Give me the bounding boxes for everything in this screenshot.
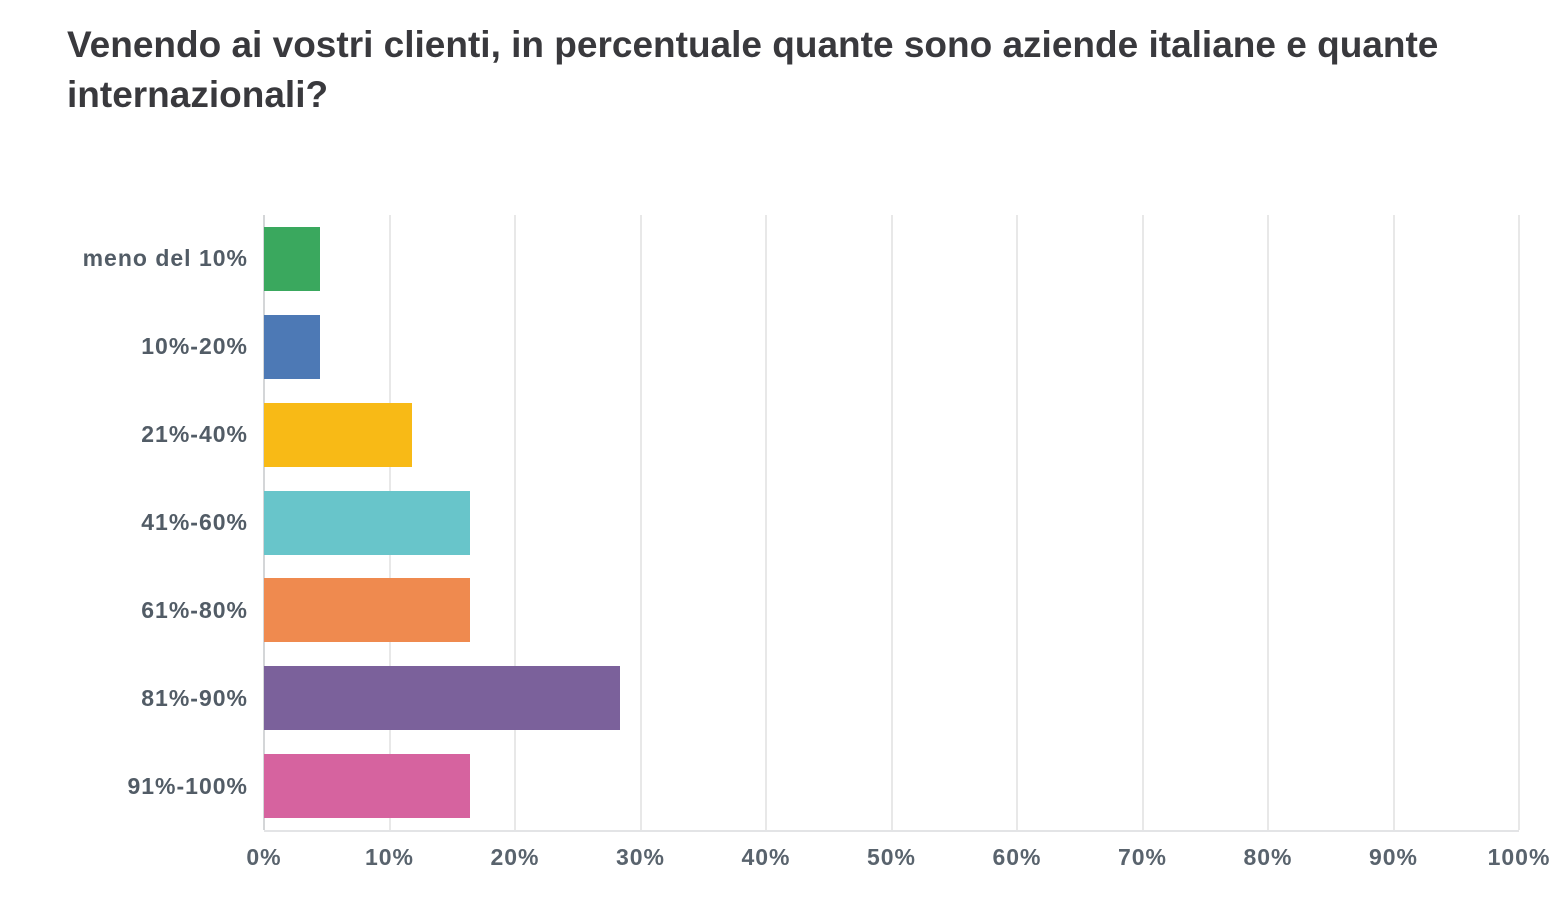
x-tick-label: 80% bbox=[1243, 844, 1293, 870]
gridline bbox=[1267, 215, 1269, 830]
gridline bbox=[514, 215, 516, 830]
gridline bbox=[1392, 215, 1395, 830]
category-label: 41%-60% bbox=[141, 508, 248, 535]
x-tick-label: 10% bbox=[364, 844, 415, 870]
x-tick-label: 50% bbox=[866, 844, 917, 870]
bar bbox=[264, 754, 470, 819]
bar bbox=[264, 226, 321, 291]
bar bbox=[264, 666, 621, 731]
category-label: 21%-40% bbox=[141, 421, 248, 448]
gridline bbox=[765, 215, 767, 830]
plot-area bbox=[263, 215, 1520, 832]
gridline bbox=[890, 215, 893, 830]
x-axis-labels: 0% 10% 20% 30% 40% 50% 60% 70% 80% 90% 100% bbox=[246, 844, 1549, 876]
x-tick-label: 20% bbox=[490, 844, 540, 870]
x-tick-label: 70% bbox=[1117, 844, 1168, 870]
bar bbox=[264, 490, 470, 555]
x-tick-label: 100% bbox=[1487, 844, 1551, 870]
category-label: 10%-20% bbox=[141, 333, 248, 360]
x-tick-label: 30% bbox=[615, 844, 666, 870]
x-tick-label: 40% bbox=[741, 844, 791, 870]
y-axis-labels: meno del 10% 10%-20% 21%-40% 41%-60% 61%-80%… bbox=[0, 215, 248, 830]
gridline bbox=[1141, 215, 1144, 830]
category-label: 61%-80% bbox=[141, 596, 248, 623]
gridline bbox=[1016, 215, 1018, 830]
gridline bbox=[639, 215, 642, 830]
x-tick-label: 0% bbox=[246, 844, 282, 870]
gridline bbox=[1518, 215, 1520, 830]
chart-title: Venendo ai vostri clienti, in percentual… bbox=[67, 24, 1439, 115]
bar bbox=[264, 578, 470, 643]
category-label: 91%-100% bbox=[127, 772, 248, 799]
category-label: meno del 10% bbox=[82, 245, 248, 272]
x-tick-label: 60% bbox=[992, 844, 1042, 870]
x-tick-label: 90% bbox=[1368, 844, 1419, 870]
bar bbox=[264, 314, 321, 379]
bar bbox=[264, 402, 413, 467]
category-label: 81%-90% bbox=[141, 684, 248, 711]
